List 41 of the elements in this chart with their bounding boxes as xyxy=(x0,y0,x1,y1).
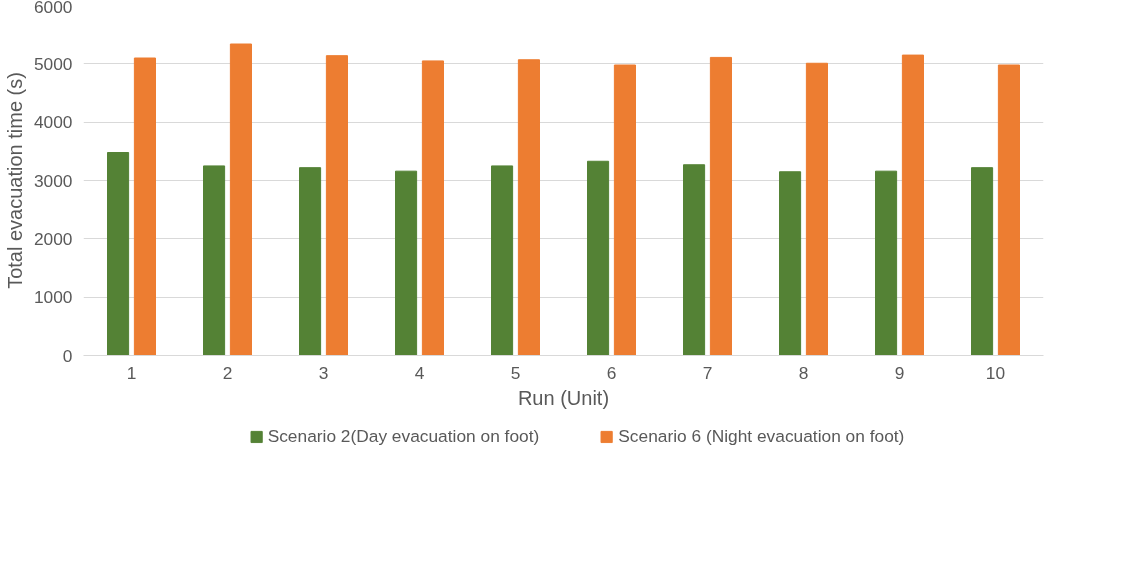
x-axis-title: Run (Unit) xyxy=(517,386,610,409)
bar xyxy=(901,54,924,356)
bar xyxy=(107,152,130,356)
bar xyxy=(779,171,802,356)
bar xyxy=(491,165,514,356)
y-tick-label: 3000 xyxy=(33,170,73,191)
bar xyxy=(805,62,828,356)
legend-label: Scenario 6 (Night evacuation on foot) xyxy=(618,425,905,447)
x-tick-label: 7 xyxy=(702,362,713,383)
bar xyxy=(613,64,636,356)
y-tick-label: 1000 xyxy=(33,287,73,308)
bar xyxy=(421,60,444,356)
y-tick-label: 6000 xyxy=(33,0,73,17)
bar xyxy=(229,43,252,356)
bar xyxy=(997,64,1020,356)
y-tick-label: 4000 xyxy=(33,112,73,133)
bar xyxy=(587,160,610,356)
bar xyxy=(395,170,418,356)
bar xyxy=(133,57,156,356)
y-tick-label: 5000 xyxy=(33,53,73,74)
x-tick-label: 3 xyxy=(318,362,329,383)
bar xyxy=(709,56,732,356)
bar xyxy=(683,164,706,356)
bar xyxy=(875,170,898,356)
bar xyxy=(299,167,322,356)
bar xyxy=(971,167,994,356)
bar xyxy=(517,59,540,356)
y-axis-title: Total evacuation time (s) xyxy=(3,72,26,289)
x-tick-label: 6 xyxy=(606,362,617,383)
x-tick-label: 8 xyxy=(798,362,809,383)
x-tick-label: 10 xyxy=(985,362,1006,383)
x-tick-label: 2 xyxy=(222,362,233,383)
x-tick-label: 5 xyxy=(510,362,521,383)
legend-label: Scenario 2(Day evacuation on foot) xyxy=(267,425,540,447)
x-tick-label: 9 xyxy=(894,362,905,383)
y-tick-label: 0 xyxy=(62,345,73,366)
x-tick-label: 4 xyxy=(414,362,425,383)
x-tick-label: 1 xyxy=(126,362,137,383)
bar xyxy=(325,55,348,356)
bar xyxy=(203,165,226,356)
y-tick-label: 2000 xyxy=(33,228,73,249)
